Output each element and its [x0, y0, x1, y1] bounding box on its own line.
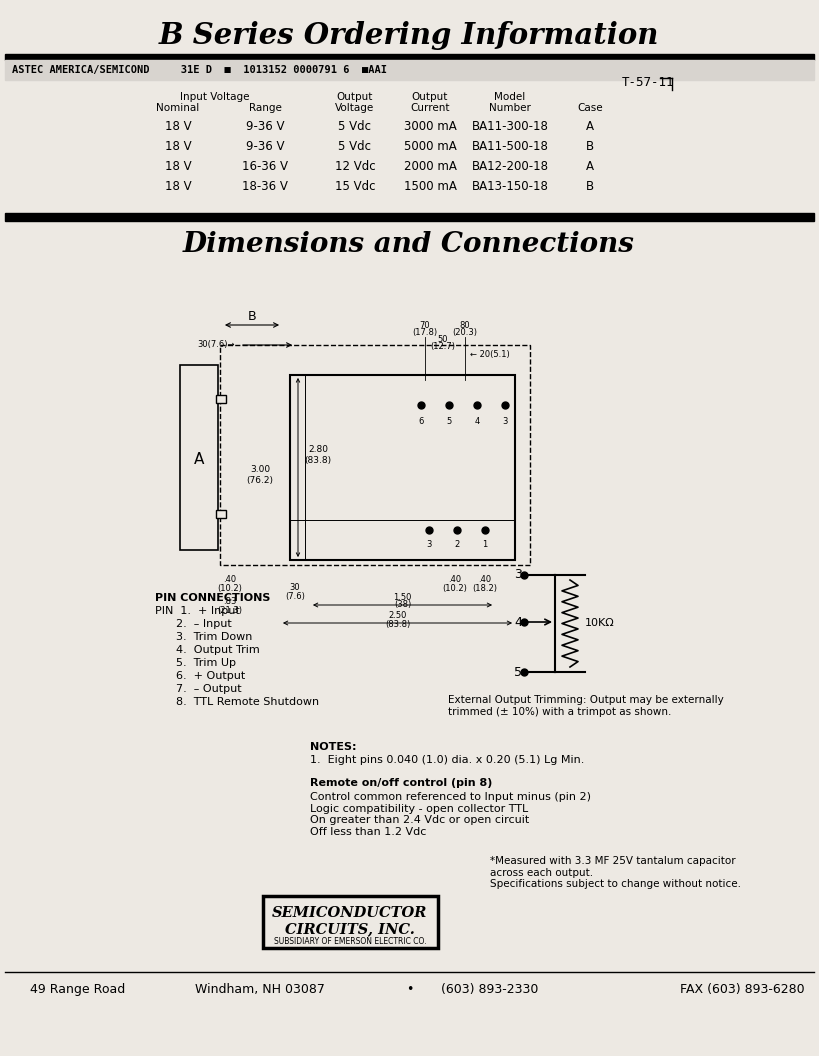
Text: 1.50: 1.50: [393, 592, 412, 602]
Text: 50: 50: [437, 335, 448, 343]
Text: 18-36 V: 18-36 V: [242, 181, 288, 193]
Text: .83: .83: [224, 597, 237, 605]
Text: (10.2): (10.2): [442, 585, 468, 593]
Text: 5 Vdc: 5 Vdc: [338, 140, 372, 153]
Text: 1.  Eight pins 0.040 (1.0) dia. x 0.20 (5.1) Lg Min.: 1. Eight pins 0.040 (1.0) dia. x 0.20 (5…: [310, 755, 585, 765]
Text: .40: .40: [478, 576, 491, 585]
Text: ASTEC AMERICA/SEMICOND     31E D  ■  1013152 0000791 6  ■AAI: ASTEC AMERICA/SEMICOND 31E D ■ 1013152 0…: [12, 65, 387, 75]
Text: (21.3): (21.3): [218, 606, 242, 616]
Text: Windham, NH 03087: Windham, NH 03087: [195, 983, 325, 997]
Text: 18 V: 18 V: [165, 140, 192, 153]
Text: BA11-500-18: BA11-500-18: [472, 140, 549, 153]
Text: BA13-150-18: BA13-150-18: [472, 181, 549, 193]
Text: 5000 mA: 5000 mA: [404, 140, 456, 153]
Text: 49 Range Road: 49 Range Road: [30, 983, 125, 997]
Text: 30(7.6)→: 30(7.6)→: [197, 340, 235, 350]
Text: Input Voltage: Input Voltage: [180, 92, 250, 102]
Text: PIN  1.  + Input: PIN 1. + Input: [155, 606, 240, 616]
Text: A: A: [586, 120, 594, 133]
Text: 5: 5: [514, 665, 522, 679]
Text: (83.8): (83.8): [385, 621, 410, 629]
Text: 70: 70: [419, 321, 430, 329]
Text: 3: 3: [427, 540, 432, 549]
Text: 80: 80: [459, 321, 470, 329]
Text: 6.  + Output: 6. + Output: [155, 671, 245, 681]
Text: •: •: [406, 983, 414, 997]
Text: B: B: [247, 309, 256, 322]
Bar: [216, 395, 226, 403]
Text: A: A: [194, 453, 204, 468]
Text: 9-36 V: 9-36 V: [246, 140, 284, 153]
Text: ← 20(5.1): ← 20(5.1): [470, 351, 510, 359]
Text: 8.  TTL Remote Shutdown: 8. TTL Remote Shutdown: [155, 697, 319, 708]
Text: Number: Number: [489, 103, 531, 113]
Bar: [290, 375, 515, 560]
Text: (76.2): (76.2): [247, 475, 274, 485]
Text: .40: .40: [449, 576, 462, 585]
Text: SEMICONDUCTOR: SEMICONDUCTOR: [272, 906, 428, 920]
Text: 4: 4: [474, 417, 480, 426]
Text: 2000 mA: 2000 mA: [404, 161, 456, 173]
Text: 3.  Trim Down: 3. Trim Down: [155, 631, 252, 642]
Text: 16-36 V: 16-36 V: [242, 161, 288, 173]
Text: 30: 30: [290, 583, 301, 591]
Text: 5 Vdc: 5 Vdc: [338, 120, 372, 133]
Bar: [5, 54, 814, 60]
Bar: [216, 510, 226, 518]
Text: SUBSIDIARY OF EMERSON ELECTRIC CO.: SUBSIDIARY OF EMERSON ELECTRIC CO.: [274, 938, 426, 946]
Text: *Measured with 3.3 MF 25V tantalum capacitor
across each output.
Specifications : *Measured with 3.3 MF 25V tantalum capac…: [490, 856, 741, 889]
Text: Model: Model: [495, 92, 526, 102]
Text: (38): (38): [394, 601, 411, 609]
Text: Case: Case: [577, 103, 603, 113]
Text: T-57-11: T-57-11: [622, 75, 675, 89]
Text: 3.00: 3.00: [250, 466, 270, 474]
Text: Current: Current: [410, 103, 450, 113]
Text: 4.  Output Trim: 4. Output Trim: [155, 645, 260, 655]
Text: 2.80: 2.80: [308, 446, 328, 454]
Text: 10KΩ: 10KΩ: [585, 619, 615, 628]
Text: NOTES:: NOTES:: [310, 742, 356, 752]
Text: CIRCUITS, INC.: CIRCUITS, INC.: [285, 922, 415, 936]
Text: PIN CONNECTIONS: PIN CONNECTIONS: [155, 593, 270, 603]
Text: 9-36 V: 9-36 V: [246, 120, 284, 133]
Text: B: B: [586, 140, 594, 153]
Text: 1: 1: [482, 540, 487, 549]
Text: Control common referenced to Input minus (pin 2)
Logic compatibility - open coll: Control common referenced to Input minus…: [310, 792, 591, 836]
Text: Output: Output: [337, 92, 373, 102]
Text: Voltage: Voltage: [335, 103, 374, 113]
Text: (7.6): (7.6): [285, 592, 305, 602]
Text: 3: 3: [502, 417, 508, 426]
Text: 6: 6: [419, 417, 423, 426]
Text: (83.8): (83.8): [305, 455, 332, 465]
Text: External Output Trimming: Output may be externally
trimmed (± 10%) with a trimpo: External Output Trimming: Output may be …: [448, 695, 724, 717]
Text: 18 V: 18 V: [165, 181, 192, 193]
Bar: [5, 213, 814, 221]
Text: Output: Output: [412, 92, 448, 102]
Text: B Series Ordering Information: B Series Ordering Information: [159, 20, 659, 50]
Text: B: B: [586, 181, 594, 193]
Text: Nominal: Nominal: [156, 103, 200, 113]
Text: (17.8): (17.8): [413, 328, 437, 338]
Text: BA12-200-18: BA12-200-18: [472, 161, 549, 173]
Text: 2.  – Input: 2. – Input: [155, 619, 232, 629]
Text: .40: .40: [224, 576, 237, 585]
Text: 4: 4: [514, 616, 522, 628]
Text: 12 Vdc: 12 Vdc: [335, 161, 375, 173]
Bar: [263, 895, 438, 948]
Text: Range: Range: [248, 103, 282, 113]
Text: Dimensions and Connections: Dimensions and Connections: [183, 230, 635, 258]
Bar: [5, 60, 814, 80]
Text: 2: 2: [455, 540, 459, 549]
Text: 5: 5: [446, 417, 451, 426]
Text: 18 V: 18 V: [165, 120, 192, 133]
Text: 7.  – Output: 7. – Output: [155, 684, 242, 694]
Text: (12.7): (12.7): [431, 342, 455, 352]
Text: (603) 893-2330: (603) 893-2330: [441, 983, 539, 997]
Text: 15 Vdc: 15 Vdc: [335, 181, 375, 193]
Text: 18 V: 18 V: [165, 161, 192, 173]
Text: 3000 mA: 3000 mA: [404, 120, 456, 133]
Text: 5.  Trim Up: 5. Trim Up: [155, 658, 236, 668]
Text: (20.3): (20.3): [453, 328, 477, 338]
Bar: [220, 345, 530, 565]
Text: Remote on/off control (pin 8): Remote on/off control (pin 8): [310, 778, 492, 788]
